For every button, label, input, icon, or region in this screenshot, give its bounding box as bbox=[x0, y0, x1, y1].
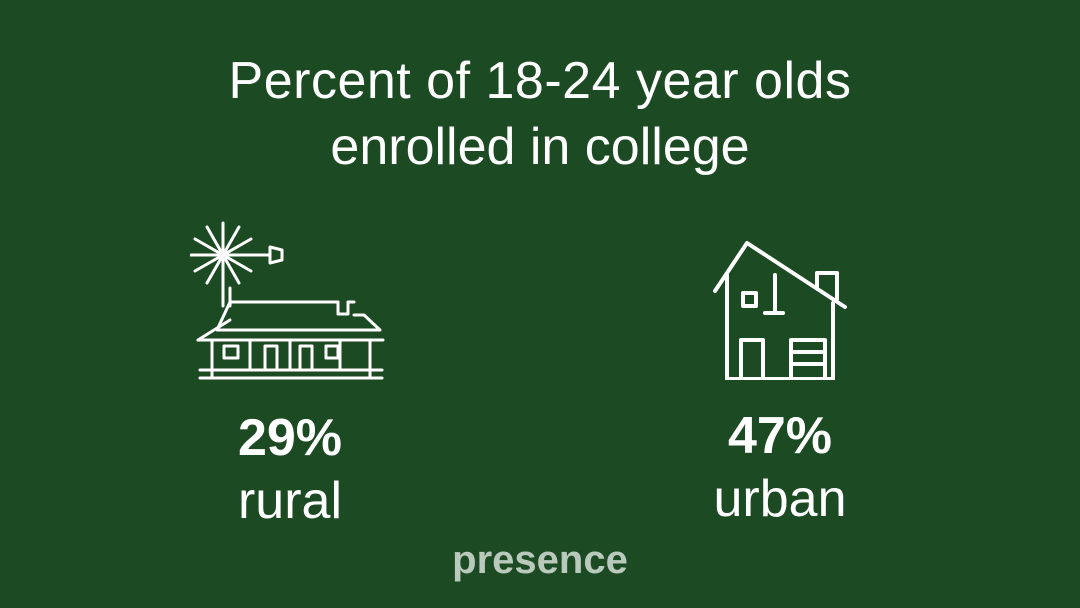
headline-line-1: Percent of 18-24 year olds bbox=[228, 52, 852, 110]
urban-stat: 47% urban bbox=[630, 235, 930, 530]
farmhouse-windmill-icon bbox=[190, 221, 385, 380]
logo-wordmark: presence bbox=[452, 538, 628, 582]
urban-percent: 47% bbox=[727, 407, 833, 465]
headline: Percent of 18-24 year olds enrolled in c… bbox=[0, 50, 1080, 179]
house-icon bbox=[713, 241, 847, 380]
presence-logo: presence bbox=[0, 538, 1080, 583]
rural-stat: 29% rural bbox=[140, 210, 440, 532]
rural-percent: 29% bbox=[237, 409, 343, 467]
urban-label: urban bbox=[713, 470, 847, 528]
rural-label: rural bbox=[237, 472, 343, 530]
headline-line-2: enrolled in college bbox=[330, 118, 750, 177]
